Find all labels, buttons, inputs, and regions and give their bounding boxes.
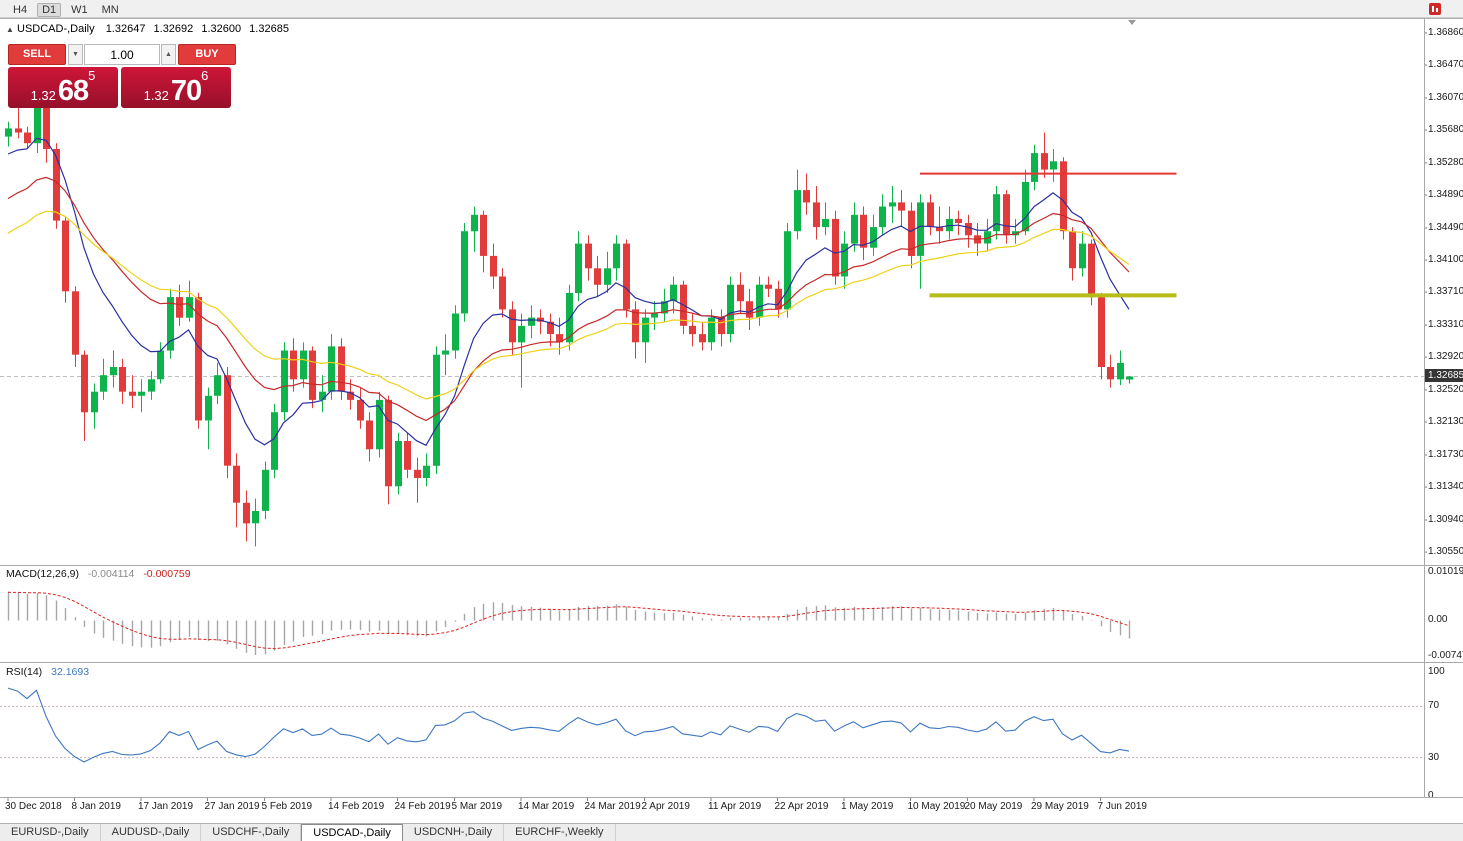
symbol-ohlc-header: USDCAD-,Daily 1.32647 1.32692 1.32600 1.… <box>17 23 294 35</box>
volume-decrease-button[interactable]: ▼ <box>68 44 83 65</box>
buy-price-prefix: 1.32 <box>143 88 169 103</box>
rsi-axis-label: 100 <box>1428 666 1445 677</box>
date-label: 5 Mar 2019 <box>451 801 503 812</box>
price-axis-label: 1.36860 <box>1428 26 1463 38</box>
rsi-name: RSI(14) <box>6 666 43 678</box>
symbol-name: USDCAD-,Daily <box>17 23 95 35</box>
date-label: 17 Jan 2019 <box>138 801 194 812</box>
macd-main-value: -0.004114 <box>87 568 135 580</box>
macd-name: MACD(12,26,9) <box>6 568 79 580</box>
date-label: 14 Feb 2019 <box>328 801 385 812</box>
chart-tab-bar: EURUSD-,Daily AUDUSD-,Daily USDCHF-,Daily U… <box>0 823 1463 841</box>
price-axis-label: 1.32130 <box>1428 416 1463 428</box>
price-axis-label: 1.35280 <box>1428 156 1463 168</box>
bar-close: 1.32685 <box>249 23 289 35</box>
price-axis-label: 1.32920 <box>1428 351 1463 363</box>
panel-divider[interactable] <box>0 565 1463 566</box>
price-axis-label: 1.35680 <box>1428 124 1463 136</box>
bar-open: 1.32647 <box>105 23 146 35</box>
sell-price-big: 68 <box>57 75 89 107</box>
sell-price-pip: 5 <box>88 68 96 83</box>
sell-button[interactable]: SELL <box>8 44 66 65</box>
date-label: 10 May 2019 <box>907 801 966 812</box>
axis-divider <box>1424 18 1425 798</box>
sell-price-panel[interactable]: 1.32 68 5 <box>8 67 118 108</box>
date-label: 27 Jan 2019 <box>204 801 260 812</box>
bar-high: 1.32692 <box>153 23 194 35</box>
period-buttons: H4 D1 W1 MN <box>6 0 1463 18</box>
price-axis-label: 1.30940 <box>1428 514 1463 526</box>
period-button-mn[interactable]: MN <box>101 4 119 16</box>
macd-axis-bottom: -0.0074762 <box>1428 650 1463 661</box>
volume-increase-button[interactable]: ▲ <box>161 44 176 65</box>
rsi-value: 32.1693 <box>51 666 90 678</box>
price-axis-label: 1.34100 <box>1428 254 1463 266</box>
price-axis-label: 1.32520 <box>1428 384 1463 396</box>
tab-usdchfdaily[interactable]: USDCHF-,Daily <box>201 824 302 841</box>
date-label: 7 Jun 2019 <box>1097 801 1148 812</box>
date-label: 14 Mar 2019 <box>518 801 575 812</box>
chart-window[interactable] <box>0 18 1463 823</box>
price-axis-label: 1.36070 <box>1428 91 1463 103</box>
price-axis-label: 1.30550 <box>1428 546 1463 558</box>
date-label: 29 May 2019 <box>1031 801 1089 812</box>
tab-audusddaily[interactable]: AUDUSD-,Daily <box>101 824 202 841</box>
timeframe-toolbar: H4 D1 W1 MN <box>0 0 1463 18</box>
rsi-indicator-label: RSI(14) 32.1693 <box>6 666 95 678</box>
panel-divider <box>0 797 1463 798</box>
rsi-axis-label: 30 <box>1428 751 1440 763</box>
tab-eurusddaily[interactable]: EURUSD-,Daily <box>0 824 101 841</box>
date-label: 8 Jan 2019 <box>71 801 122 812</box>
price-axis-label: 1.34890 <box>1428 189 1463 201</box>
date-label: 22 Apr 2019 <box>774 801 829 812</box>
period-button-d1[interactable]: D1 <box>37 3 62 17</box>
price-axis-label: 1.36470 <box>1428 59 1463 71</box>
one-click-collapse-arrow[interactable]: ▲ <box>6 25 14 34</box>
price-axis-label: 1.31730 <box>1428 449 1463 461</box>
period-button-h4[interactable]: H4 <box>13 4 28 16</box>
price-axis-label: 1.33310 <box>1428 319 1463 331</box>
date-label: 24 Mar 2019 <box>584 801 641 812</box>
tab-usdcnhdaily[interactable]: USDCNH-,Daily <box>403 824 505 841</box>
buy-price-panel[interactable]: 1.32 70 6 <box>121 67 231 108</box>
date-label: 1 May 2019 <box>841 801 894 812</box>
last-price-tag: 1.32685 <box>1425 369 1463 383</box>
date-label: 11 Apr 2019 <box>708 801 762 812</box>
rsi-axis-label: 0 <box>1428 790 1434 801</box>
macd-indicator-label: MACD(12,26,9) -0.004114 -0.000759 <box>6 568 197 580</box>
date-label: 24 Feb 2019 <box>394 801 451 812</box>
rsi-axis-label: 70 <box>1428 700 1440 712</box>
date-label: 5 Feb 2019 <box>261 801 313 812</box>
price-axis-label: 1.34490 <box>1428 221 1463 233</box>
bar-low: 1.32600 <box>201 23 242 35</box>
buy-button[interactable]: BUY <box>178 44 236 65</box>
buy-price-pip: 6 <box>201 68 209 83</box>
period-button-w1[interactable]: W1 <box>71 4 88 16</box>
macd-signal-value: -0.000759 <box>143 568 191 580</box>
macd-axis-mid: 0.00 <box>1428 614 1448 626</box>
panel-divider[interactable] <box>0 662 1463 663</box>
chart-toolbar-icon[interactable] <box>1429 3 1441 15</box>
tab-eurchfweekly[interactable]: EURCHF-,Weekly <box>504 824 616 841</box>
macd-axis-top: 0.010199 <box>1428 566 1463 577</box>
price-axis-label: 1.33710 <box>1428 286 1463 298</box>
date-label: 2 Apr 2019 <box>641 801 690 812</box>
date-label: 20 May 2019 <box>964 801 1023 812</box>
buy-price-big: 70 <box>170 75 202 107</box>
volume-input[interactable] <box>84 44 160 65</box>
tab-usdcaddaily[interactable]: USDCAD-,Daily <box>301 824 403 841</box>
date-label: 30 Dec 2018 <box>5 801 62 812</box>
sell-price-prefix: 1.32 <box>30 88 56 103</box>
price-axis-label: 1.31340 <box>1428 481 1463 493</box>
